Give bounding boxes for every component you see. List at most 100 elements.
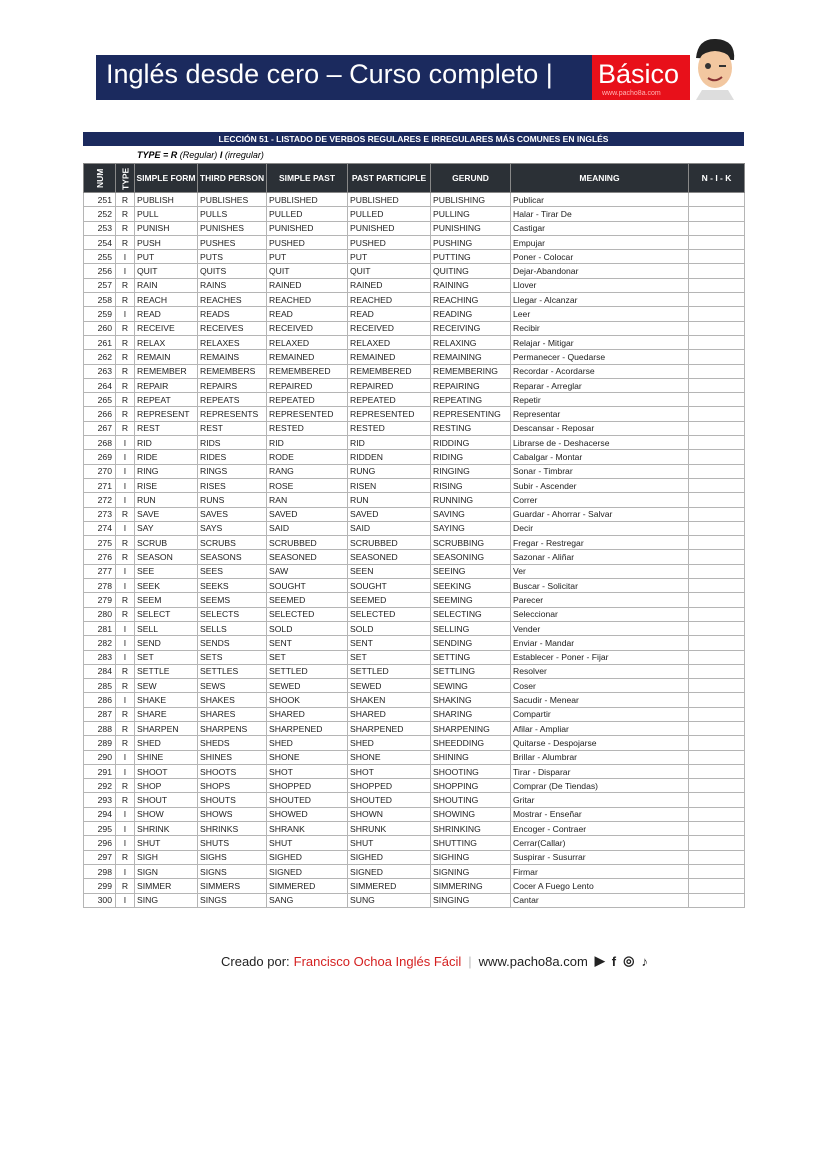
cell-num: 291: [83, 763, 116, 780]
cell-third-person: READS: [197, 306, 267, 322]
cell-gerund: PUNISHING: [430, 220, 511, 236]
cell-past-participle: SHOWN: [347, 806, 431, 823]
cell-meaning: Quitarse - Despojarse: [510, 735, 689, 751]
cell-type: R: [115, 349, 135, 365]
cell-nik: [688, 249, 745, 265]
table-row: 287 R SHARE SHARES SHARED SHARED SHARING Compar…: [83, 706, 745, 722]
cell-third-person: REPEATS: [197, 392, 267, 408]
table-row: 269 I RIDE RIDES RODE RIDDEN RIDING Cabalgar - …: [83, 449, 745, 465]
cell-simple-form: REMAIN: [134, 349, 198, 365]
cell-simple-past: SHED: [266, 735, 348, 751]
youtube-icon[interactable]: ▶: [594, 953, 605, 968]
cell-type: R: [115, 506, 135, 522]
type-legend-i: I: [219, 150, 223, 160]
cell-simple-past: SHRANK: [266, 821, 348, 837]
cell-meaning: Fregar - Restregar: [510, 535, 689, 551]
cell-simple-form: RISE: [134, 477, 198, 494]
cell-type: I: [115, 578, 135, 594]
cell-simple-form: SAY: [134, 520, 198, 537]
cell-third-person: PUSHES: [197, 234, 267, 251]
cell-meaning: Sacudir - Menear: [510, 692, 689, 708]
cell-third-person: RELAXES: [197, 334, 267, 351]
cell-meaning: Mostrar - Enseñar: [510, 806, 689, 823]
avatar: [696, 38, 735, 100]
cell-simple-past: SIGHED: [266, 849, 348, 865]
cell-simple-form: SEW: [134, 678, 198, 694]
cell-gerund: SHRINKING: [430, 821, 511, 837]
cell-simple-form: REPRESENT: [134, 406, 198, 422]
cell-nik: [688, 492, 745, 508]
cell-simple-past: RELAXED: [266, 334, 348, 351]
cell-past-participle: PUBLISHED: [347, 191, 431, 208]
column-header-past-participle: PAST PARTICIPLE: [347, 163, 431, 193]
cell-num: 271: [83, 477, 116, 494]
tiktok-icon[interactable]: ♪: [641, 953, 648, 969]
cell-simple-form: PULL: [134, 206, 198, 222]
cell-simple-past: REMAINED: [266, 349, 348, 365]
type-legend-regular: (Regular): [179, 150, 218, 160]
cell-simple-past: SETTLED: [266, 663, 348, 680]
cell-gerund: SETTING: [430, 649, 511, 665]
cell-simple-form: RIDE: [134, 449, 198, 465]
footer-created-by: Creado por:: [221, 953, 290, 969]
cell-num: 258: [83, 292, 116, 308]
column-header-gerund: GERUND: [430, 163, 511, 193]
cell-num: 277: [83, 563, 116, 580]
cell-past-participle: SIGHED: [347, 849, 431, 865]
cell-gerund: SHEEDDING: [430, 735, 511, 751]
cell-past-participle: SHUT: [347, 835, 431, 851]
cell-type: R: [115, 206, 135, 222]
cell-nik: [688, 692, 745, 708]
cell-gerund: RAINING: [430, 277, 511, 294]
cell-past-participle: SELECTED: [347, 606, 431, 622]
column-header-num: NUM: [83, 163, 116, 193]
cell-simple-past: SHOOK: [266, 692, 348, 708]
footer-website[interactable]: www.pacho8a.com: [478, 953, 588, 969]
cell-gerund: SIGHING: [430, 849, 511, 865]
cell-num: 270: [83, 463, 116, 479]
cell-gerund: SIMMERING: [430, 878, 511, 894]
cell-nik: [688, 449, 745, 465]
cell-simple-form: REPEAT: [134, 392, 198, 408]
table-row: 263 R REMEMBER REMEMBERS REMEMBERED REMEMBERE…: [83, 363, 745, 379]
cell-nik: [688, 377, 745, 394]
table-row: 276 R SEASON SEASONS SEASONED SEASONED SEASONI…: [83, 549, 745, 565]
table-row: 259 I READ READS READ READ READING Leer: [83, 306, 745, 322]
cell-num: 295: [83, 821, 116, 837]
cell-meaning: Empujar: [510, 234, 689, 251]
cell-type: R: [115, 849, 135, 865]
cell-type: I: [115, 249, 135, 265]
cell-nik: [688, 263, 745, 279]
cell-gerund: SEEING: [430, 563, 511, 580]
cell-simple-form: PUT: [134, 249, 198, 265]
table-row: 252 R PULL PULLS PULLED PULLED PULLING Halar - …: [83, 206, 745, 222]
cell-third-person: SINGS: [197, 892, 267, 908]
facebook-icon[interactable]: f: [611, 953, 617, 969]
level-label: Básico: [598, 59, 680, 89]
cell-nik: [688, 635, 745, 651]
table-row: 272 I RUN RUNS RAN RUN RUNNING Correr: [83, 492, 745, 508]
cell-simple-past: SEWED: [266, 678, 348, 694]
instagram-icon[interactable]: ◎: [623, 953, 635, 968]
cell-simple-form: SEEK: [134, 578, 198, 594]
cell-nik: [688, 334, 745, 351]
cell-gerund: PUSHING: [430, 234, 511, 251]
cell-num: 273: [83, 506, 116, 522]
cell-past-participle: SAVED: [347, 506, 431, 522]
cell-num: 261: [83, 334, 116, 351]
cell-third-person: RIDS: [197, 435, 267, 451]
cell-gerund: READING: [430, 306, 511, 322]
cell-type: I: [115, 892, 135, 908]
cell-nik: [688, 592, 745, 608]
cell-simple-form: SCRUB: [134, 535, 198, 551]
cell-simple-form: RELAX: [134, 334, 198, 351]
table-row: 284 R SETTLE SETTLES SETTLED SETTLED SETTLING R…: [83, 663, 745, 680]
cell-past-participle: RIDDEN: [347, 449, 431, 465]
cell-meaning: Tirar - Disparar: [510, 763, 689, 780]
cell-third-person: SEEMS: [197, 592, 267, 608]
cell-gerund: SEEKING: [430, 578, 511, 594]
cell-simple-past: REPRESENTED: [266, 406, 348, 422]
cell-type: R: [115, 377, 135, 394]
cell-type: R: [115, 778, 135, 794]
table-row: 275 R SCRUB SCRUBS SCRUBBED SCRUBBED SCRUBBING…: [83, 535, 745, 551]
